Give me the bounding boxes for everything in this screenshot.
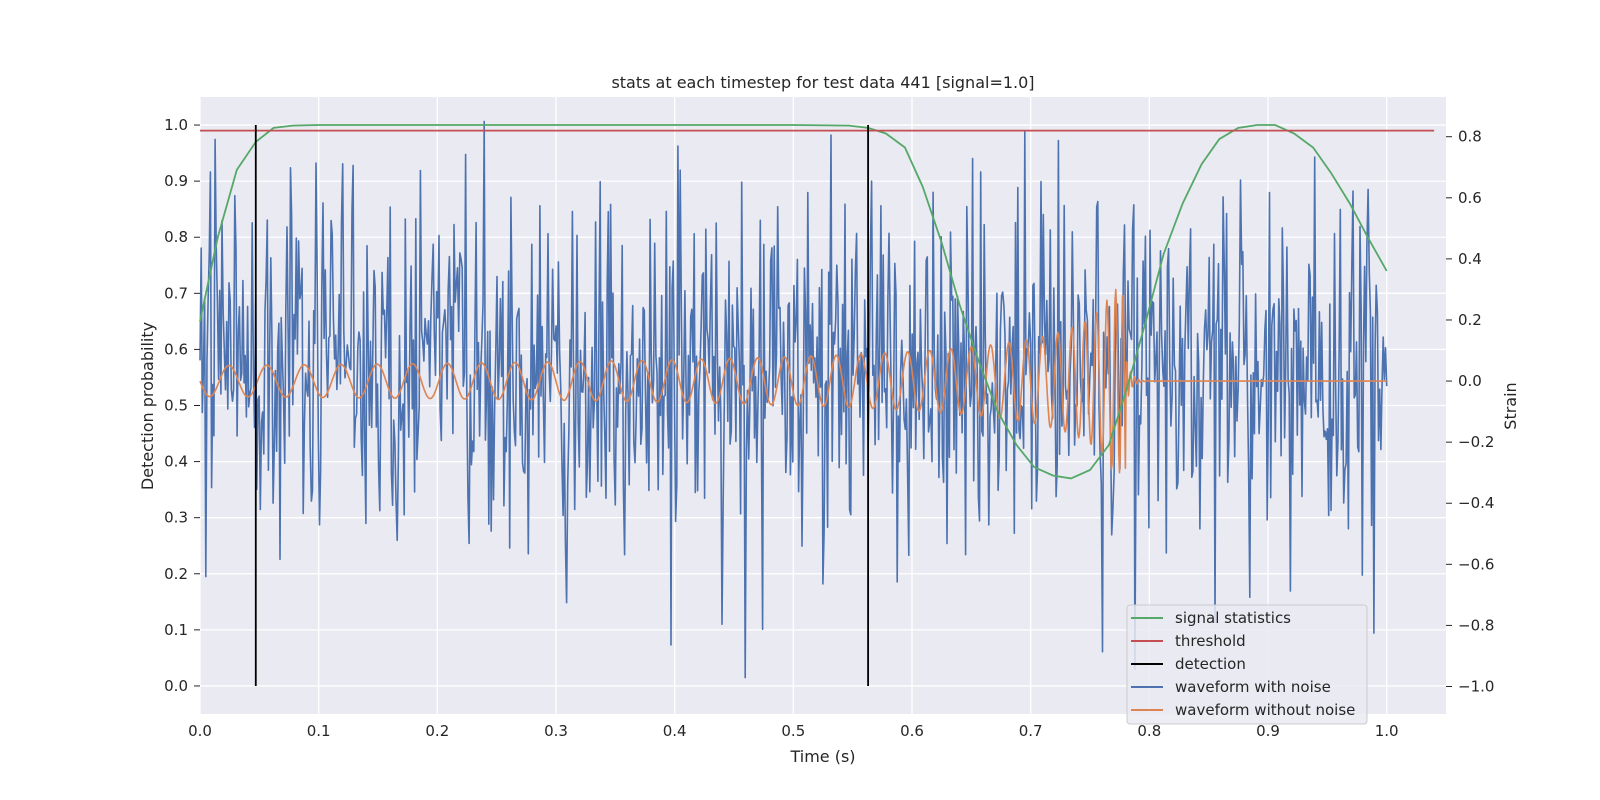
y-tick-label: 0.9 bbox=[164, 172, 188, 190]
x-tick-label: 0.4 bbox=[663, 722, 687, 740]
x-tick-label: 0.0 bbox=[188, 722, 212, 740]
x-tick-label: 1.0 bbox=[1375, 722, 1399, 740]
y-axis-label: Detection probability bbox=[138, 322, 157, 490]
x-axis-label: Time (s) bbox=[789, 747, 855, 766]
legend: signal statistics threshold detection wa… bbox=[1126, 604, 1368, 725]
legend-item-detection: detection bbox=[1131, 655, 1246, 673]
x-tick-label: 0.9 bbox=[1256, 722, 1280, 740]
signal-statistics-line bbox=[199, 124, 1388, 480]
y2-tick-label: −0.4 bbox=[1458, 494, 1494, 512]
y2-tick-label: 0.4 bbox=[1458, 250, 1482, 268]
legend-item-signal: signal statistics bbox=[1131, 609, 1291, 627]
y2-axis-label: Strain bbox=[1501, 382, 1520, 429]
waveform-without-noise-line bbox=[199, 288, 1387, 474]
legend-label-signal: signal statistics bbox=[1175, 609, 1291, 627]
legend-box bbox=[1126, 604, 1368, 725]
y-tick-label: 0.8 bbox=[164, 228, 188, 246]
x-tick-label: 0.5 bbox=[781, 722, 805, 740]
legend-item-threshold: threshold bbox=[1131, 632, 1246, 650]
chart-title: stats at each timestep for test data 441… bbox=[611, 73, 1034, 92]
y-tick-label: 0.7 bbox=[164, 284, 188, 302]
legend-item-clean: waveform without noise bbox=[1131, 701, 1355, 719]
x-tick-label: 0.8 bbox=[1137, 722, 1161, 740]
y-tick-label: 1.0 bbox=[164, 116, 188, 134]
y2-tick-label: 0.2 bbox=[1458, 311, 1482, 329]
y2-axis-ticks: −1.0 −0.8 −0.6 −0.4 −0.2 0.0 0.2 0.4 0.6 0.8 bbox=[1446, 128, 1494, 696]
y-tick-label: 0.5 bbox=[164, 397, 188, 415]
y-tick-label: 0.4 bbox=[164, 453, 188, 471]
x-tick-label: 0.6 bbox=[900, 722, 924, 740]
legend-label-detection: detection bbox=[1175, 655, 1246, 673]
x-tick-label: 0.7 bbox=[1019, 722, 1043, 740]
legend-label-clean: waveform without noise bbox=[1175, 701, 1355, 719]
x-tick-label: 0.1 bbox=[307, 722, 331, 740]
x-axis-ticks: 0.0 0.1 0.2 0.3 0.4 0.5 0.6 0.7 0.8 0.9 1.0 bbox=[188, 722, 1399, 740]
legend-label-threshold: threshold bbox=[1175, 632, 1246, 650]
y2-tick-label: −0.6 bbox=[1458, 555, 1494, 573]
waveform-with-noise-line bbox=[199, 120, 1388, 679]
y2-tick-label: −0.2 bbox=[1458, 433, 1494, 451]
series-layer bbox=[199, 120, 1435, 686]
y-tick-label: 0.3 bbox=[164, 509, 188, 527]
x-tick-label: 0.3 bbox=[544, 722, 568, 740]
detection-lines bbox=[254, 125, 869, 686]
legend-label-noisy: waveform with noise bbox=[1175, 678, 1331, 696]
y2-tick-label: 0.6 bbox=[1458, 189, 1482, 207]
y2-tick-label: −1.0 bbox=[1458, 678, 1494, 696]
x-tick-label: 0.2 bbox=[425, 722, 449, 740]
y2-tick-label: 0.0 bbox=[1458, 372, 1482, 390]
y2-tick-label: 0.8 bbox=[1458, 128, 1482, 146]
y-axis-ticks: 0.0 0.1 0.2 0.3 0.4 0.5 0.6 0.7 0.8 0.9 1.0 bbox=[164, 116, 200, 695]
y-tick-label: 0.1 bbox=[164, 621, 188, 639]
y2-tick-label: −0.8 bbox=[1458, 616, 1494, 634]
y-tick-label: 0.6 bbox=[164, 340, 188, 358]
y-tick-label: 0.2 bbox=[164, 565, 188, 583]
y-tick-label: 0.0 bbox=[164, 677, 188, 695]
legend-item-noisy: waveform with noise bbox=[1131, 678, 1331, 696]
